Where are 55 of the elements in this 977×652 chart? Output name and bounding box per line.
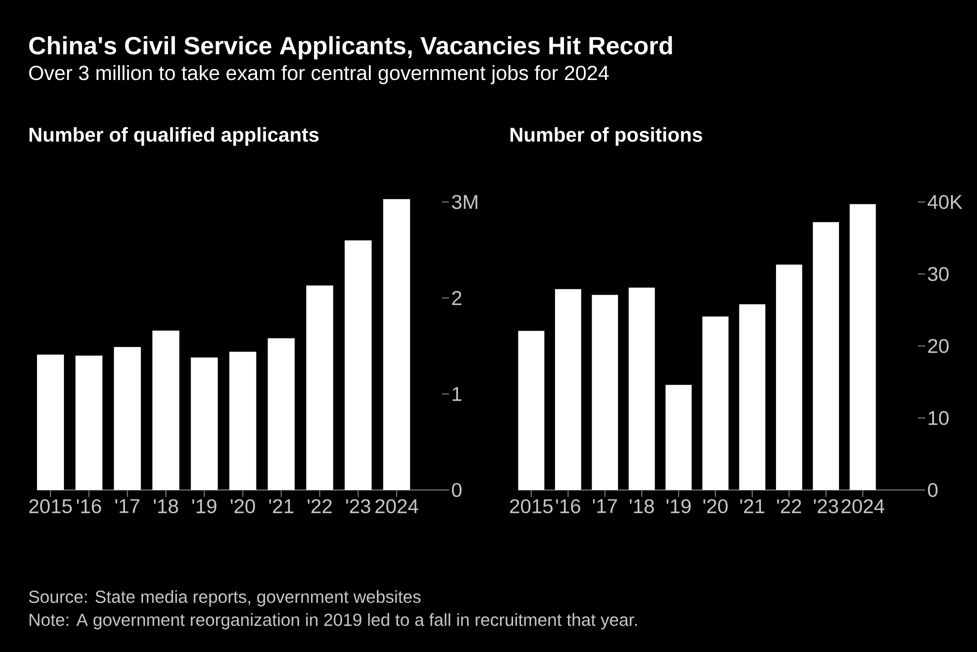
text: Note: A government reorganization in 2019 led to a fall in recruitment that year.: [30, 613, 637, 630]
x-tick-label: '23: [814, 499, 838, 514]
bar: [739, 304, 766, 490]
y-tick-label: 40K: [928, 194, 962, 210]
x-tick-label: '23: [346, 499, 370, 514]
bar: [850, 204, 876, 490]
bar: [592, 294, 618, 490]
bar: [555, 289, 582, 490]
x-tick-label: '21: [740, 499, 764, 514]
y-tick-label: 0: [928, 482, 938, 498]
y-tick-label: 30: [928, 266, 949, 282]
bar: [344, 240, 372, 490]
bar: [306, 286, 334, 490]
bar: [383, 199, 410, 490]
text: Over 3 million to take exam for central government jobs for 2024: [29, 65, 609, 84]
bar: [776, 264, 802, 490]
bar: [37, 354, 64, 490]
bar: [229, 352, 256, 490]
x-tick-label: '16: [556, 499, 580, 514]
bar: [702, 316, 729, 490]
source-note: Source: State media reports, government websites: [29, 590, 421, 606]
x-tick-label: 2024: [375, 499, 418, 514]
bar: [268, 338, 295, 490]
y-tick-label: 10: [928, 410, 949, 426]
x-tick-label: 2015: [510, 499, 553, 514]
x-tick-label: '20: [230, 499, 255, 514]
x-tick-label: '19: [666, 499, 691, 514]
x-tick-label: '22: [308, 499, 332, 514]
bar: [628, 288, 655, 490]
text: China's Civil Service Applicants, Vacancies Hit Record: [29, 36, 672, 60]
x-tick-label: '20: [703, 499, 728, 514]
x-tick-label: '18: [630, 499, 654, 514]
bar: [75, 356, 102, 490]
y-tick-label: 2: [452, 291, 462, 305]
y-tick-label: 20: [928, 338, 949, 354]
y-tick-label: 3M: [452, 194, 478, 210]
bar: [190, 358, 218, 490]
bar: [666, 384, 692, 490]
x-tick-label: '22: [777, 499, 802, 514]
y-tick-label: 0: [452, 482, 462, 498]
x-tick-label: 2024: [842, 499, 884, 514]
x-tick-label: '16: [76, 499, 102, 514]
x-tick-label: '18: [154, 499, 178, 514]
y-tick-label: 1: [452, 387, 462, 401]
x-tick-label: '21: [269, 499, 294, 514]
bar: [812, 222, 840, 490]
x-tick-label: '17: [115, 499, 140, 513]
bar: [152, 330, 180, 490]
bar: [114, 346, 141, 490]
chart-title: Number of qualified applicants: [30, 127, 319, 146]
bar: [518, 330, 544, 490]
chart-title: Number of positions: [510, 127, 702, 146]
x-tick-label: '17: [592, 499, 617, 513]
x-tick-label: '19: [192, 499, 216, 514]
x-tick-label: 2015: [29, 499, 72, 514]
